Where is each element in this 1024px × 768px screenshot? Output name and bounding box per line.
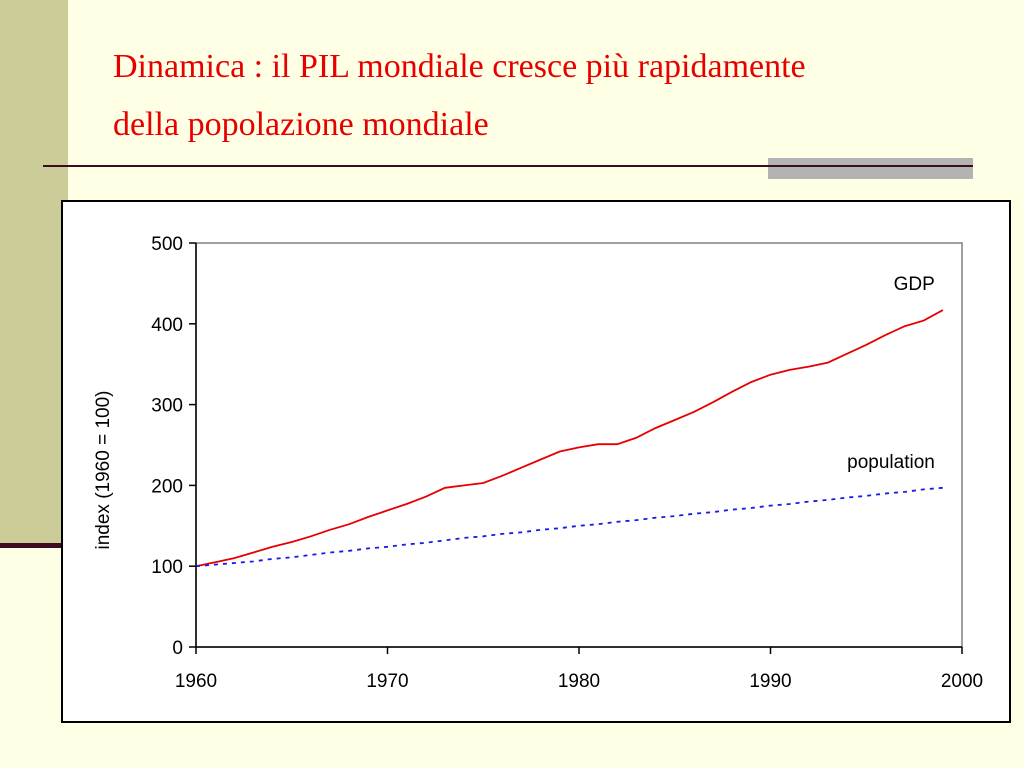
population-series-line	[195, 486, 943, 568]
x-tick-label: 1990	[749, 671, 791, 692]
y-tick-label: 500	[151, 234, 183, 255]
x-axis: 1960 1970 1980 1990 2000	[175, 646, 983, 692]
series-layer: GDP population	[195, 274, 944, 568]
y-tick-label: 100	[151, 557, 183, 578]
left-decorative-rule	[0, 543, 68, 548]
x-tick-label: 1970	[366, 671, 408, 692]
y-tick-label: 200	[151, 476, 183, 497]
population-series-label: population	[847, 452, 935, 473]
y-tick-label: 400	[151, 315, 183, 336]
line-chart: 0 100 200 300 400 500 1960 1970 1980 1990 2000 GD…	[93, 234, 983, 692]
slide-title-line-2: della popolazione mondiale	[113, 106, 489, 143]
gdp-series-line	[195, 309, 944, 568]
x-tick-label: 2000	[941, 671, 983, 692]
y-axis: 0 100 200 300 400 500	[151, 234, 197, 659]
left-decorative-band	[0, 0, 68, 547]
y-axis-label: index (1960 = 100)	[93, 391, 114, 550]
title-underline	[43, 165, 973, 167]
x-tick-label: 1980	[558, 671, 600, 692]
y-tick-label: 300	[151, 396, 183, 417]
slide-title: Dinamica : il PIL mondiale cresce più ra…	[113, 38, 993, 154]
chart-frame: 0 100 200 300 400 500 1960 1970 1980 1990 2000 GD…	[61, 200, 1011, 723]
y-tick-label: 0	[172, 638, 183, 659]
plot-area	[195, 242, 963, 648]
gdp-series-label: GDP	[894, 274, 935, 295]
x-tick-label: 1960	[175, 671, 217, 692]
slide-title-line-1: Dinamica : il PIL mondiale cresce più ra…	[113, 48, 806, 85]
title-underline-accent	[768, 158, 973, 179]
